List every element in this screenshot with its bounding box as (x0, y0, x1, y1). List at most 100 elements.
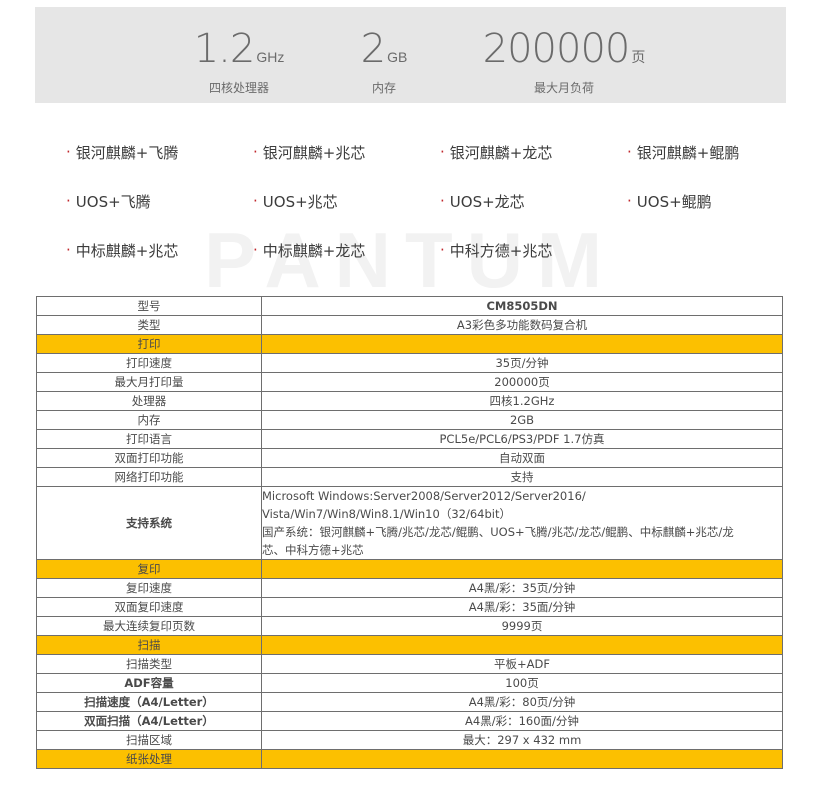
row-value: 平板+ADF (261, 654, 783, 674)
table-row: 打印语言 PCL5e/PCL6/PS3/PDF 1.7仿真 (36, 429, 783, 449)
table-section-row: 打印 (36, 334, 783, 354)
row-value-line: Microsoft Windows:Server2008/Server2012/… (262, 489, 586, 503)
spec-item-duty-cycle: 200000 页 最大月负荷 (449, 7, 679, 96)
spec-label: 内存 (371, 81, 396, 95)
table-row: 最大月打印量 200000页 (36, 372, 783, 392)
os-item-label: 银河麒麟+兆芯 (262, 144, 366, 162)
table-row: 扫描区域 最大：297 x 432 mm (36, 730, 783, 750)
os-item: · 银河麒麟+鲲鹏 (597, 142, 784, 163)
table-row: 扫描类型 平板+ADF (36, 654, 783, 674)
os-item-label: 中标麒麟+兆芯 (75, 242, 179, 260)
os-item: · UOS+鲲鹏 (597, 191, 784, 212)
spec-unit: GHz (256, 49, 285, 65)
os-item-label: 中科方德+兆芯 (449, 242, 553, 260)
row-label: 类型 (36, 315, 262, 335)
specification-table: 型号 CM8505DN 类型 A3彩色多功能数码复合机 打印 打印速度 35页/分钟 最大月打… (36, 296, 783, 769)
row-label: 最大月打印量 (36, 372, 262, 392)
os-item-label: 银河麒麟+鲲鹏 (636, 144, 740, 162)
row-value: Microsoft Windows:Server2008/Server2012/… (261, 486, 783, 560)
bullet-icon: · (253, 143, 258, 161)
table-row: 最大连续复印页数 9999页 (36, 616, 783, 636)
table-row: 扫描速度（A4/Letter） A4黑/彩：80页/分钟 (36, 692, 783, 712)
row-label: 打印语言 (36, 429, 262, 449)
row-label: 双面扫描（A4/Letter） (36, 711, 262, 731)
row-label: 型号 (36, 296, 262, 316)
table-row: 打印速度 35页/分钟 (36, 353, 783, 373)
row-value: 2GB (261, 410, 783, 430)
row-value: 9999页 (261, 616, 783, 636)
os-row: · UOS+飞腾 · UOS+兆芯 · UOS+龙芯 · UOS+鲲鹏 (36, 177, 786, 226)
row-value: PCL5e/PCL6/PS3/PDF 1.7仿真 (261, 429, 783, 449)
bullet-icon: · (66, 143, 71, 161)
row-label: 最大连续复印页数 (36, 616, 262, 636)
row-value: A4黑/彩：80页/分钟 (261, 692, 783, 712)
os-item-label: UOS+飞腾 (75, 193, 151, 211)
row-value: CM8505DN (261, 296, 783, 316)
os-row: · 中标麒麟+兆芯 · 中标麒麟+龙芯 · 中科方德+兆芯 (36, 226, 786, 275)
table-section-row: 扫描 (36, 635, 783, 655)
os-item: · 银河麒麟+龙芯 (410, 142, 597, 163)
watermark: PANTUM (204, 216, 616, 304)
os-item: · 中标麒麟+龙芯 (223, 240, 410, 261)
spec-unit: GB (387, 49, 408, 65)
bullet-icon: · (440, 143, 445, 161)
table-row: ADF容量 100页 (36, 673, 783, 693)
row-label: 扫描区域 (36, 730, 262, 750)
table-row: 网络打印功能 支持 (36, 467, 783, 487)
bullet-icon: · (66, 241, 71, 259)
bullet-icon: · (440, 241, 445, 259)
os-item: · UOS+飞腾 (36, 191, 223, 212)
row-value: A4黑/彩：35页/分钟 (261, 578, 783, 598)
row-label: 处理器 (36, 391, 262, 411)
os-item-label: 中标麒麟+龙芯 (262, 242, 366, 260)
os-item: · UOS+兆芯 (223, 191, 410, 212)
row-value: 100页 (261, 673, 783, 693)
bullet-icon: · (253, 192, 258, 210)
spec-highlight-panel: 1.2 GHz 四核处理器 2 GB 内存 200000 页 最大月负荷 (35, 7, 786, 103)
section-value (261, 635, 783, 655)
bullet-icon: · (66, 192, 71, 210)
table-row: 复印速度 A4黑/彩：35页/分钟 (36, 578, 783, 598)
os-compatibility-grid: · 银河麒麟+飞腾 · 银河麒麟+兆芯 · 银河麒麟+龙芯 · 银河麒麟+鲲鹏 · UOS+飞腾 ·… (36, 128, 786, 275)
section-value (261, 749, 783, 769)
section-label: 扫描 (36, 635, 262, 655)
spec-unit: 页 (631, 49, 646, 65)
row-label: 打印速度 (36, 353, 262, 373)
table-row: 内存 2GB (36, 410, 783, 430)
os-item: · UOS+龙芯 (410, 191, 597, 212)
table-row: 双面复印速度 A4黑/彩：35面/分钟 (36, 597, 783, 617)
row-value: 自动双面 (261, 448, 783, 468)
row-label: 支持系统 (36, 486, 262, 560)
spec-number: 200000 (482, 26, 631, 72)
os-item: · 中科方德+兆芯 (410, 240, 597, 261)
table-row: 双面打印功能 自动双面 (36, 448, 783, 468)
table-row: 支持系统 Microsoft Windows:Server2008/Server2… (36, 486, 783, 560)
row-label: 内存 (36, 410, 262, 430)
row-label: 扫描速度（A4/Letter） (36, 692, 262, 712)
bullet-icon: · (627, 143, 632, 161)
spec-number: 1.2 (193, 26, 256, 72)
section-value (261, 559, 783, 579)
os-item-label: UOS+鲲鹏 (636, 193, 712, 211)
row-label: ADF容量 (36, 673, 262, 693)
table-row: 双面扫描（A4/Letter） A4黑/彩：160面/分钟 (36, 711, 783, 731)
row-label: 网络打印功能 (36, 467, 262, 487)
row-value: 200000页 (261, 372, 783, 392)
bullet-icon: · (627, 192, 632, 210)
row-value: A4黑/彩：35面/分钟 (261, 597, 783, 617)
section-label: 打印 (36, 334, 262, 354)
os-item: · 银河麒麟+飞腾 (36, 142, 223, 163)
os-item-label: UOS+兆芯 (262, 193, 338, 211)
bullet-icon: · (253, 241, 258, 259)
row-label: 复印速度 (36, 578, 262, 598)
spec-label: 最大月负荷 (533, 81, 594, 95)
row-label: 双面复印速度 (36, 597, 262, 617)
spec-value: 1.2 GHz (194, 29, 285, 69)
row-value: 35页/分钟 (261, 353, 783, 373)
row-value: 支持 (261, 467, 783, 487)
row-value-line: 国产系统：银河麒麟+飞腾/兆芯/龙芯/鲲鹏、UOS+飞腾/兆芯/龙芯/鲲鹏、中标… (262, 525, 734, 539)
table-section-row: 复印 (36, 559, 783, 579)
section-label: 纸张处理 (36, 749, 262, 769)
bullet-icon: · (440, 192, 445, 210)
row-value-line: Vista/Win7/Win8/Win8.1/Win10（32/64bit） (262, 507, 511, 521)
